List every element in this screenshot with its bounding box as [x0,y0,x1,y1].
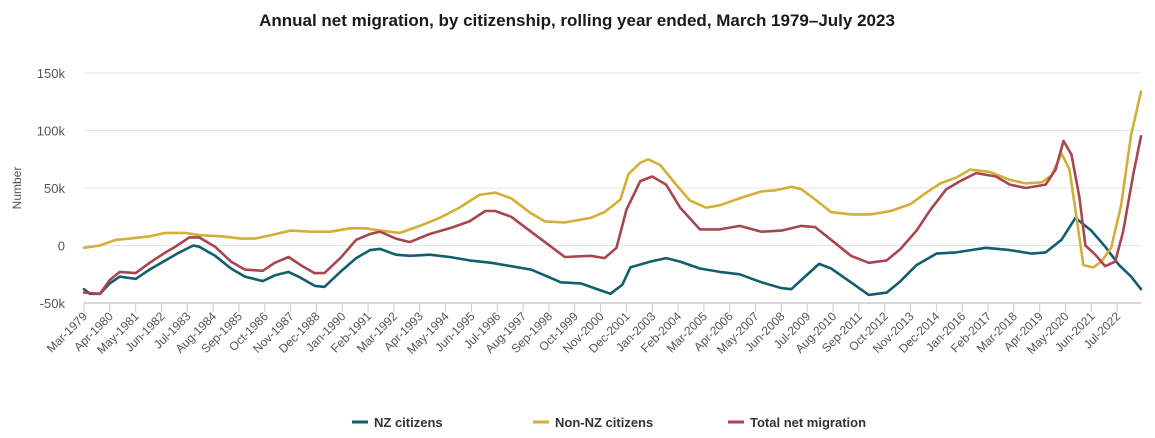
y-tick-label: -50k [40,296,66,311]
legend-item[interactable]: Non-NZ citizens [533,415,653,430]
legend-label: Total net migration [750,415,866,430]
y-tick-label: 50k [44,181,65,196]
y-axis-label: Number [10,167,24,210]
y-tick-label: 150k [37,66,66,81]
legend-label: Non-NZ citizens [555,415,653,430]
series-line-non-nz-citizens [82,90,1143,269]
y-tick-label: 0 [58,239,65,254]
series-lines [82,90,1143,297]
legend-label: NZ citizens [374,415,443,430]
series-line-nz-citizens [82,216,1143,297]
chart-title: Annual net migration, by citizenship, ro… [259,11,895,30]
y-axis: -50k 0 50k 100k 150k [37,66,66,311]
gridlines [84,72,1141,304]
series-line-total-net-migration [82,135,1143,296]
legend-item[interactable]: Total net migration [728,415,866,430]
legend-item[interactable]: NZ citizens [352,415,443,430]
y-tick-label: 100k [37,124,66,139]
x-axis: Mar-1979Apr-1980May-1981Jun-1982Jul-1983… [44,303,1124,357]
legend: NZ citizens Non-NZ citizens Total net migr… [352,415,866,430]
